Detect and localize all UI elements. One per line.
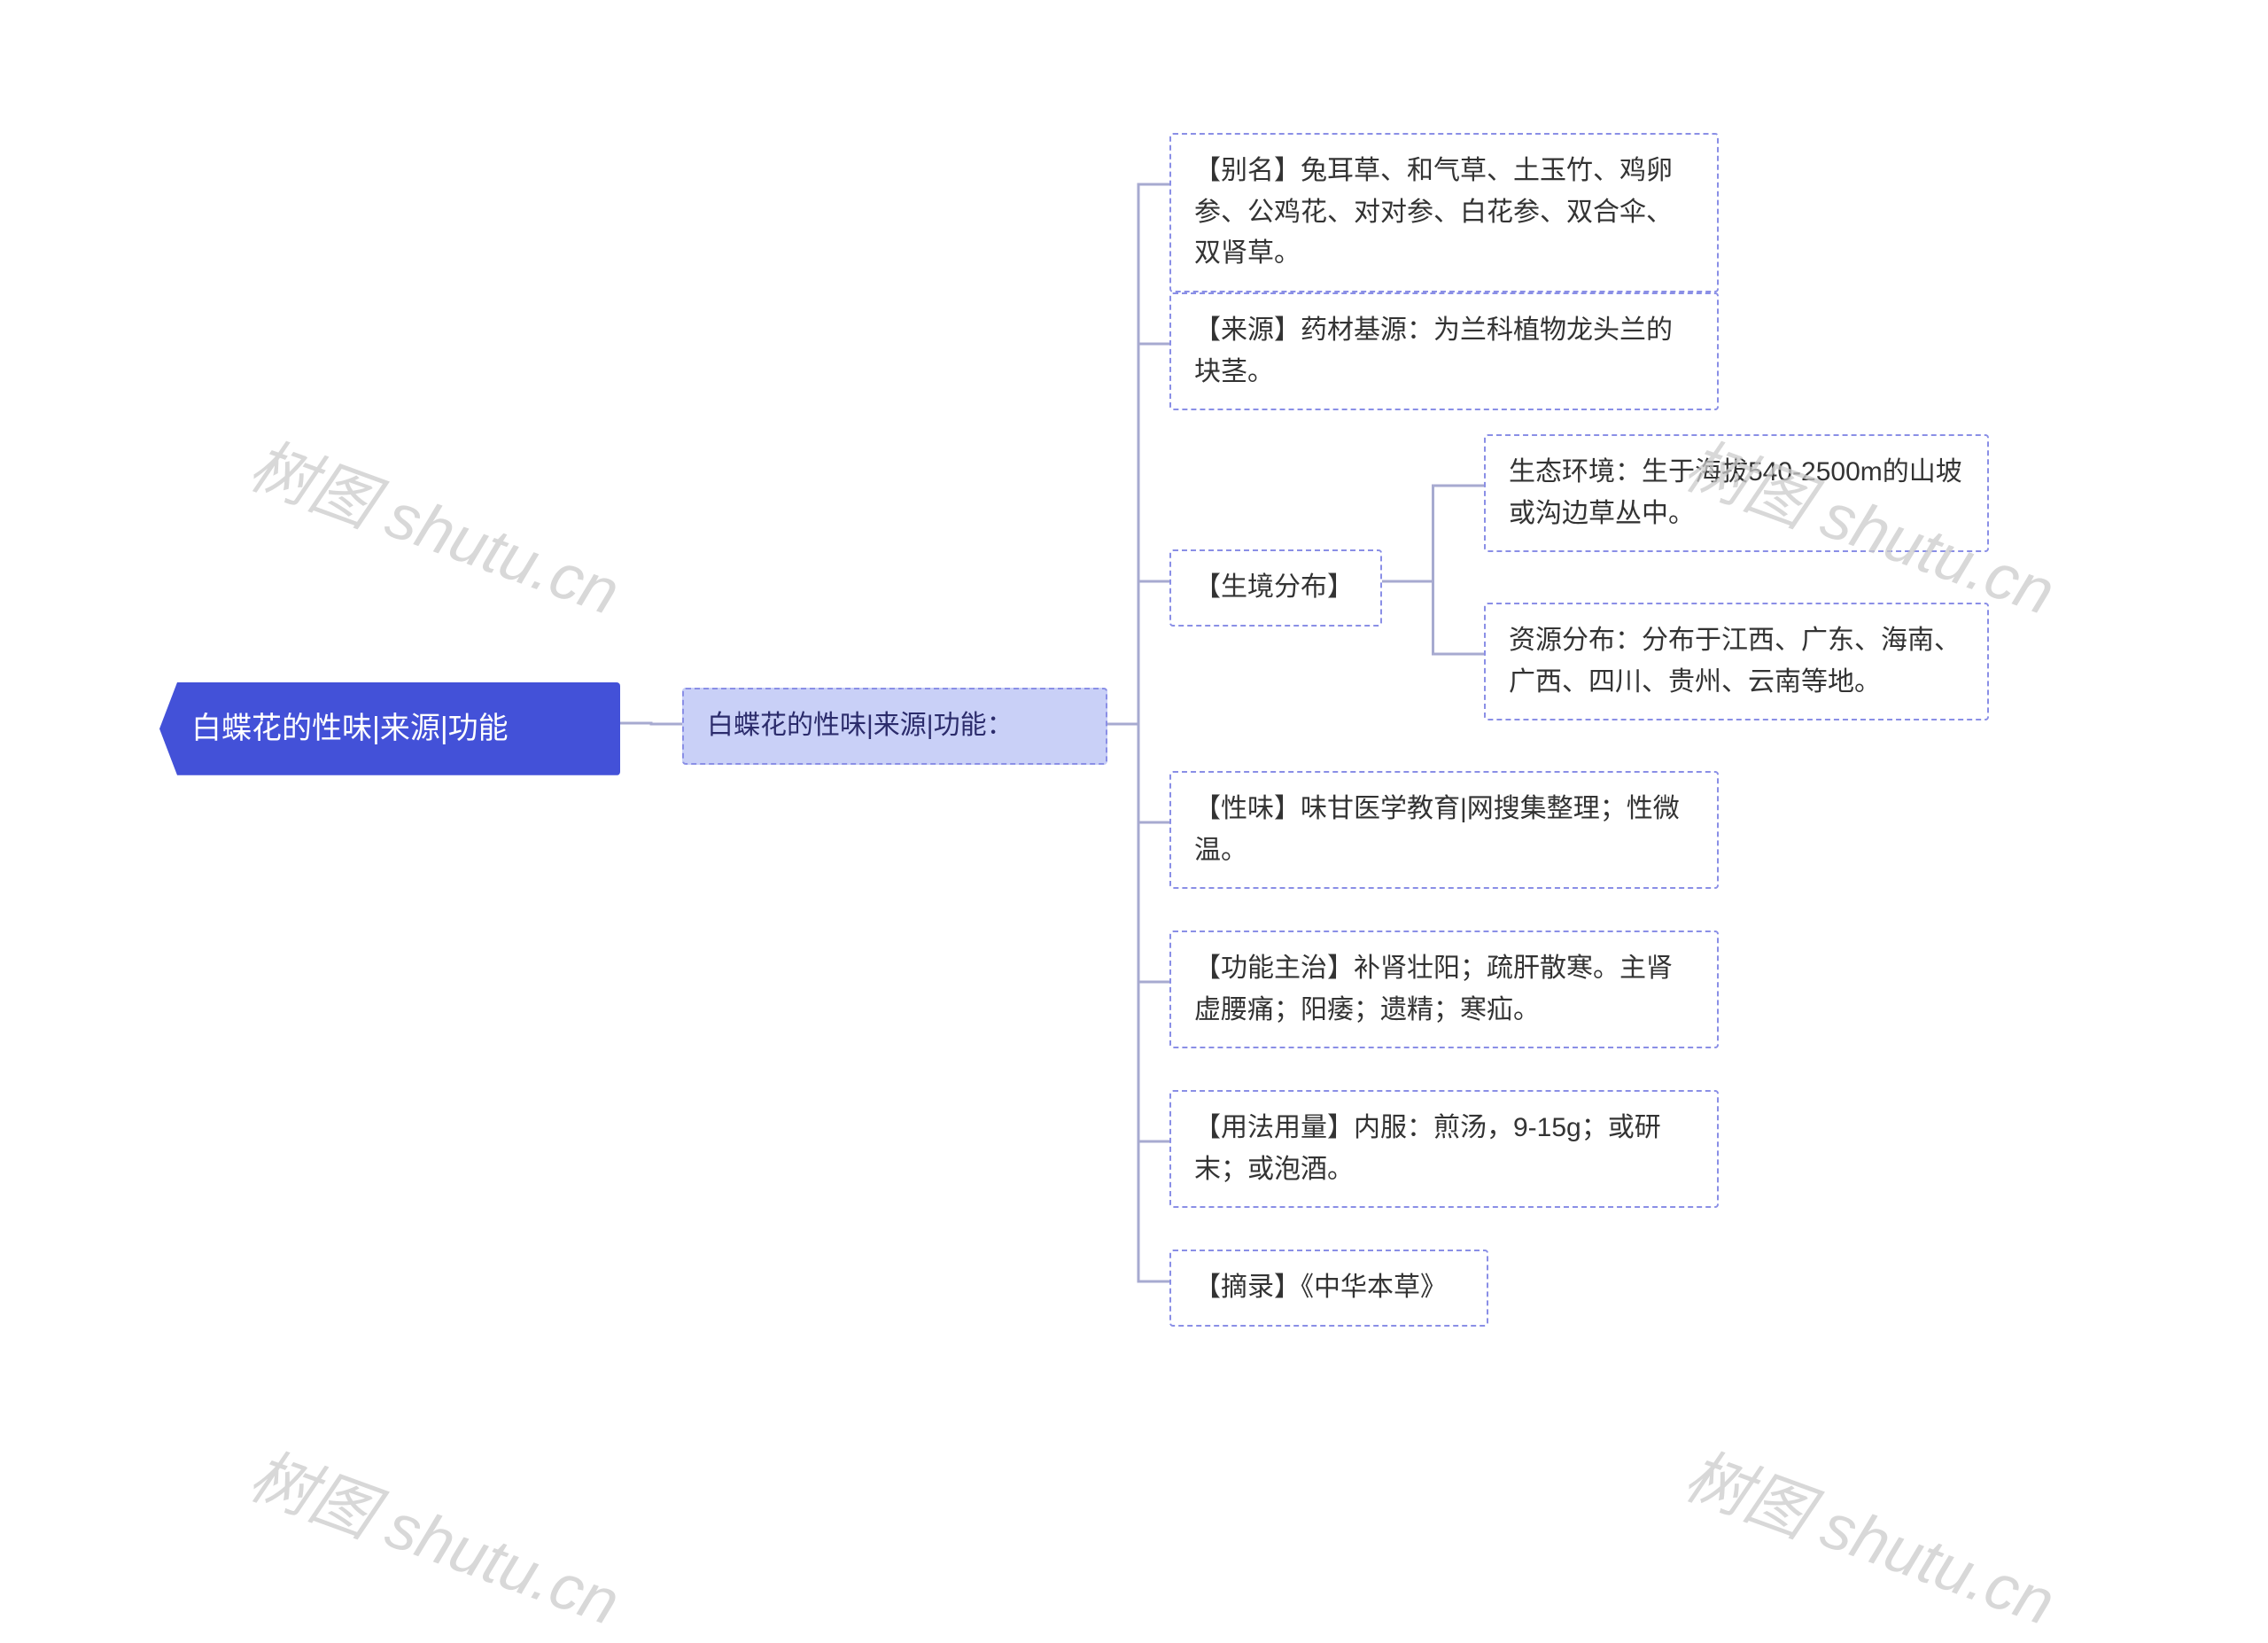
- watermark: 树图 shutu.cn: [239, 413, 634, 633]
- watermark: 树图 shutu.cn: [239, 1423, 634, 1643]
- mindmap-canvas: 白蝶花的性味|来源|功能 白蝶花的性味|来源|功能： 【别名】兔耳草、和气草、土…: [0, 0, 2268, 1478]
- watermark: 树图 shutu.cn: [1674, 1423, 2070, 1643]
- leaf-habitat[interactable]: 【生境分布】: [1169, 549, 1382, 627]
- leaf-taste[interactable]: 【性味】味甘医学教育|网搜集整理；性微温。: [1169, 771, 1719, 889]
- leaf-alias[interactable]: 【别名】兔耳草、和气草、土玉竹、鸡卵参、公鸡花、对对参、白花参、双合伞、双肾草。: [1169, 133, 1719, 292]
- leaf-excerpt[interactable]: 【摘录】《中华本草》: [1169, 1250, 1488, 1327]
- root-node[interactable]: 白蝶花的性味|来源|功能: [159, 682, 620, 775]
- leaf-source[interactable]: 【来源】药材基源：为兰科植物龙头兰的块茎。: [1169, 292, 1719, 410]
- sub-node[interactable]: 白蝶花的性味|来源|功能：: [682, 688, 1107, 765]
- leaf-dist[interactable]: 资源分布：分布于江西、广东、海南、广西、四川、贵州、云南等地。: [1484, 603, 1989, 720]
- leaf-function[interactable]: 【功能主治】补肾壮阳；疏肝散寒。主肾虚腰痛；阳痿；遗精；寒疝。: [1169, 931, 1719, 1048]
- leaf-env[interactable]: 生态环境：生于海拔540-2500m的山坡或沟边草丛中。: [1484, 434, 1989, 552]
- leaf-dosage[interactable]: 【用法用量】内服：煎汤，9-15g；或研末；或泡酒。: [1169, 1090, 1719, 1208]
